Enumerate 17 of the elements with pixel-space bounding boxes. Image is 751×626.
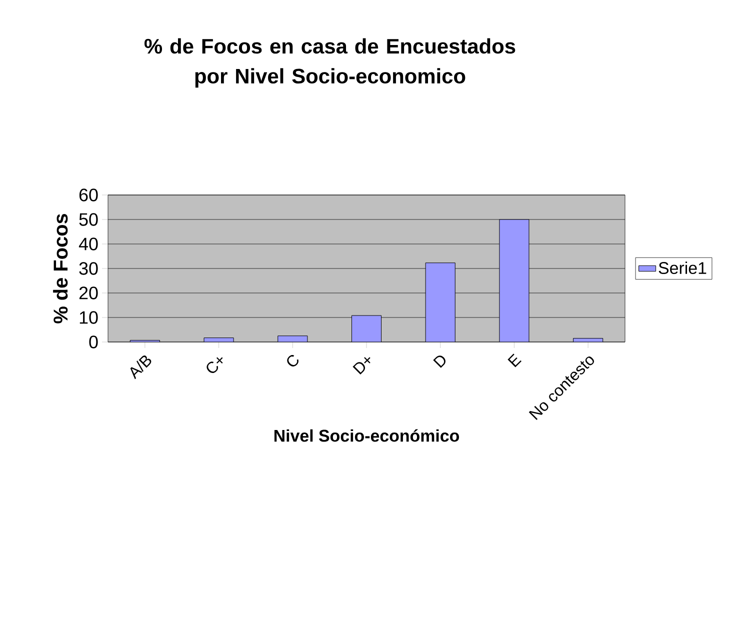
y-tick-label: 60 (79, 188, 98, 202)
chart-title: % de Focos en casa de Encuestados por Nivel Socio-economico (144, 38, 516, 88)
y-tick-label: 10 (80, 311, 98, 324)
x-tick-label: C+ (206, 357, 223, 374)
x-tick-label: E (508, 354, 522, 368)
x-tick-label: C (287, 355, 298, 366)
legend-label: Serie1 (658, 262, 706, 274)
x-tick-label: A/B (130, 356, 152, 380)
x-tick-label: D (433, 356, 446, 368)
y-tick-label: 30 (79, 262, 98, 275)
y-tick-label: 20 (79, 286, 98, 300)
y-tick-label: 0 (89, 336, 98, 348)
y-tick-label: 50 (79, 213, 98, 226)
x-axis-title: Nivel Socio-económico (274, 429, 460, 442)
x-tick-label: D+ (352, 357, 370, 375)
y-tick-label: 40 (78, 238, 98, 250)
y-axis-title: % de Focos (53, 214, 68, 324)
